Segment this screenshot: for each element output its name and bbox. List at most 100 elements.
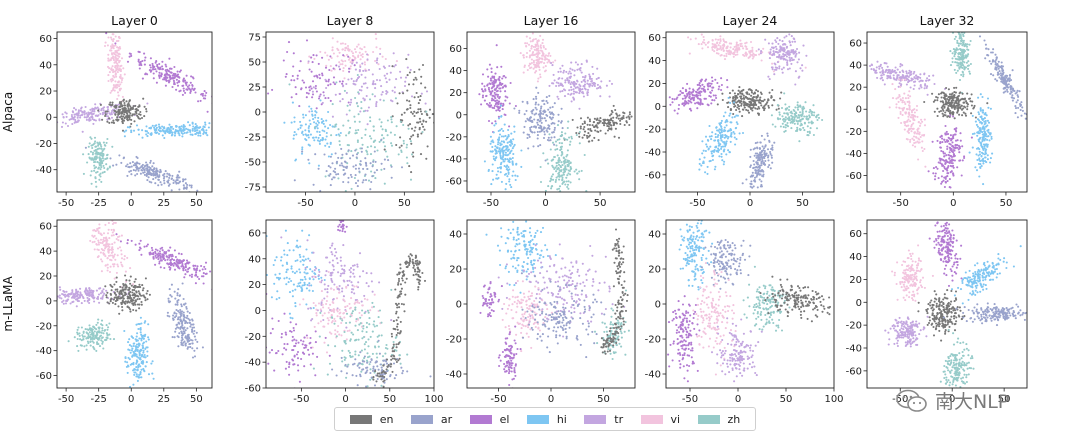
- point: [109, 103, 112, 107]
- cluster-en: [563, 104, 633, 143]
- point: [108, 166, 111, 169]
- point: [623, 123, 626, 127]
- point: [407, 83, 411, 86]
- point: [423, 128, 426, 131]
- point: [324, 51, 327, 54]
- point: [732, 101, 736, 104]
- point: [426, 145, 429, 148]
- point: [425, 110, 428, 113]
- y-tick-label: -50: [245, 158, 261, 169]
- point: [409, 104, 412, 107]
- point: [88, 142, 91, 145]
- point: [562, 88, 566, 91]
- point: [304, 114, 307, 117]
- point: [344, 172, 347, 175]
- point: [342, 69, 345, 72]
- point: [581, 88, 584, 91]
- point: [767, 165, 770, 169]
- point: [551, 164, 554, 167]
- point: [795, 129, 798, 132]
- point: [552, 61, 555, 64]
- point: [566, 77, 569, 80]
- point: [807, 121, 810, 124]
- point: [317, 97, 321, 100]
- point: [901, 75, 904, 78]
- point: [737, 93, 740, 96]
- point: [185, 186, 188, 189]
- point: [189, 129, 192, 132]
- point: [522, 131, 525, 134]
- point: [551, 116, 554, 119]
- point: [168, 132, 171, 135]
- point: [716, 149, 719, 152]
- point: [506, 175, 509, 178]
- point: [380, 168, 383, 171]
- point: [595, 77, 598, 81]
- point: [333, 83, 337, 86]
- point: [359, 47, 362, 50]
- point: [780, 106, 784, 110]
- point: [322, 91, 325, 94]
- point: [1011, 99, 1014, 102]
- point: [767, 104, 770, 107]
- point: [96, 148, 99, 151]
- point: [175, 78, 178, 81]
- point: [795, 47, 799, 51]
- point: [491, 97, 494, 100]
- point: [119, 69, 122, 72]
- point: [566, 185, 569, 189]
- point: [540, 57, 544, 60]
- point: [575, 131, 578, 135]
- point: [492, 155, 495, 158]
- point: [121, 95, 124, 98]
- point: [899, 63, 902, 66]
- point: [697, 87, 700, 90]
- point: [588, 120, 592, 123]
- point: [144, 73, 147, 76]
- point: [491, 122, 494, 125]
- point: [166, 172, 169, 175]
- cluster-tr: [57, 102, 149, 133]
- point: [490, 67, 493, 70]
- point: [335, 173, 338, 176]
- point: [288, 83, 291, 86]
- point: [771, 123, 774, 126]
- point: [760, 164, 763, 167]
- point: [572, 81, 575, 84]
- x-tick-label: 50: [398, 198, 411, 209]
- point: [317, 164, 320, 167]
- point: [129, 105, 132, 108]
- point: [415, 111, 418, 114]
- point: [164, 132, 167, 135]
- point: [933, 82, 936, 86]
- point: [753, 154, 756, 157]
- point: [171, 85, 174, 89]
- point: [887, 76, 890, 79]
- point: [105, 141, 108, 144]
- point: [326, 54, 329, 57]
- point: [554, 180, 557, 183]
- point: [354, 182, 358, 185]
- axes-frame: [56, 31, 213, 193]
- point: [488, 90, 491, 93]
- point: [197, 134, 200, 137]
- point: [349, 101, 353, 104]
- point: [189, 81, 192, 84]
- point: [889, 72, 892, 75]
- point: [570, 137, 573, 140]
- point: [532, 98, 535, 101]
- point: [990, 62, 993, 65]
- point: [509, 144, 512, 147]
- point: [526, 100, 529, 104]
- point: [967, 67, 970, 70]
- point: [799, 129, 802, 132]
- point: [405, 58, 408, 61]
- point: [910, 77, 913, 80]
- point: [717, 149, 721, 152]
- point: [318, 142, 321, 145]
- point: [96, 106, 99, 109]
- point: [94, 180, 97, 183]
- point: [566, 138, 569, 141]
- point: [570, 88, 573, 91]
- point: [558, 157, 561, 160]
